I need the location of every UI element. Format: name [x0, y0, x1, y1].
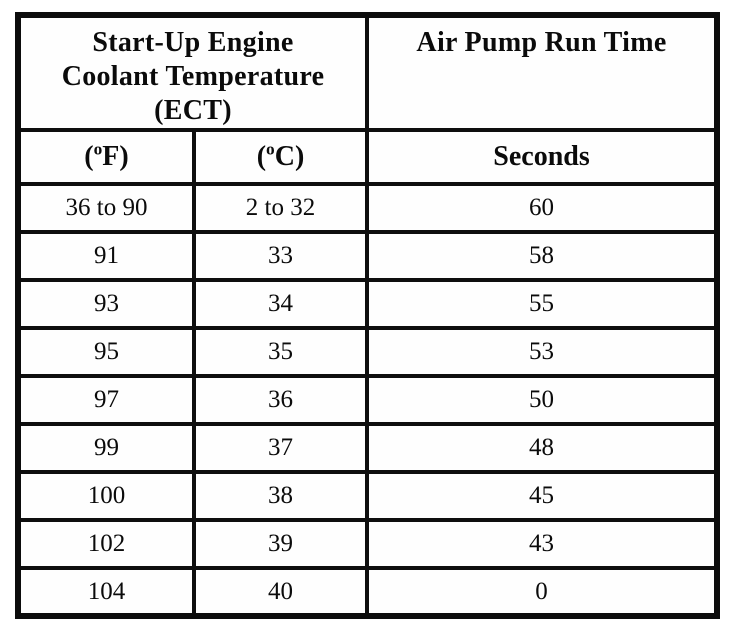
- table-row: 99 37 48: [16, 422, 719, 474]
- air-pump-run-time-title-cell: Air Pump Run Time: [365, 13, 719, 132]
- table-row: 91 33 58: [16, 230, 719, 282]
- table-row: 104 40 0: [16, 566, 719, 618]
- celsius-paren-open: (: [256, 141, 267, 172]
- table-row: 102 39 43: [16, 518, 719, 570]
- table-row: 97 36 50: [16, 374, 719, 426]
- ect-c-value: 35: [192, 326, 369, 378]
- run-time-seconds-value: 0: [365, 566, 719, 618]
- run-time-seconds-value: 58: [365, 230, 719, 282]
- table-scan-region: Start-Up Engine Coolant Temperature (ECT…: [15, 12, 720, 619]
- run-time-seconds-value: 50: [365, 374, 719, 426]
- celsius-unit-label: C): [274, 141, 305, 172]
- air-pump-run-time-title: Air Pump Run Time: [416, 27, 667, 58]
- ect-c-value: 2 to 32: [192, 182, 369, 234]
- table-row: 36 to 90 2 to 32 60: [16, 182, 719, 234]
- ect-f-value: 104: [16, 566, 196, 618]
- ect-c-value: 36: [192, 374, 369, 426]
- ect-c-value: 39: [192, 518, 369, 570]
- fahrenheit-paren-open: (: [84, 141, 94, 172]
- seconds-header-cell: Seconds: [365, 128, 719, 186]
- ect-title-line-2: Coolant Temperature: [61, 61, 325, 92]
- table-row: 93 34 55: [16, 278, 719, 330]
- fahrenheit-degree-mark: o: [93, 139, 103, 159]
- table-row: 100 38 45: [16, 470, 719, 522]
- ect-c-value: 33: [192, 230, 369, 282]
- ect-c-value: 40: [192, 566, 369, 618]
- table-row: 95 35 53: [16, 326, 719, 378]
- ect-f-value: 93: [16, 278, 196, 330]
- run-time-seconds-value: 55: [365, 278, 719, 330]
- ect-c-value: 37: [192, 422, 369, 474]
- ect-title-cell: Start-Up Engine Coolant Temperature (ECT…: [16, 13, 369, 132]
- run-time-seconds-value: 53: [365, 326, 719, 378]
- run-time-seconds-value: 48: [365, 422, 719, 474]
- ect-c-value: 34: [192, 278, 369, 330]
- ect-f-value: 97: [16, 374, 196, 426]
- ect-title-line-1: Start-Up Engine: [92, 27, 294, 58]
- fahrenheit-header-cell: (oF): [16, 128, 196, 186]
- ect-f-value: 99: [16, 422, 196, 474]
- celsius-header-cell: (oC): [192, 128, 369, 186]
- ect-f-value: 102: [16, 518, 196, 570]
- ect-f-value: 36 to 90: [16, 182, 196, 234]
- ect-f-value: 100: [16, 470, 196, 522]
- celsius-degree-mark: o: [266, 139, 275, 159]
- run-time-seconds-value: 45: [365, 470, 719, 522]
- table-title-row: Start-Up Engine Coolant Temperature (ECT…: [16, 13, 719, 132]
- ect-f-value: 95: [16, 326, 196, 378]
- table-unit-header-row: (oF) (oC) Seconds: [16, 128, 719, 186]
- run-time-seconds-value: 60: [365, 182, 719, 234]
- ect-title-line-3: (ECT): [154, 95, 232, 126]
- ect-f-value: 91: [16, 230, 196, 282]
- run-time-seconds-value: 43: [365, 518, 719, 570]
- ect-c-value: 38: [192, 470, 369, 522]
- fahrenheit-unit-label: F): [102, 141, 129, 172]
- ect-air-pump-run-time-table: Start-Up Engine Coolant Temperature (ECT…: [15, 12, 720, 619]
